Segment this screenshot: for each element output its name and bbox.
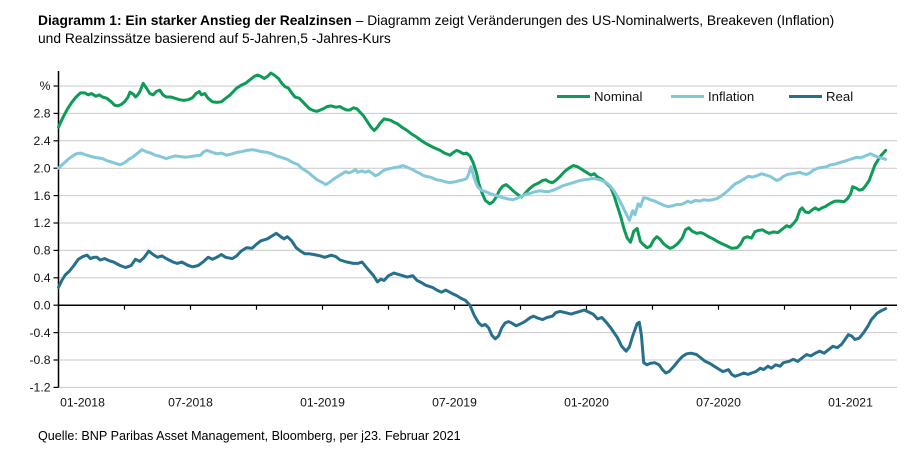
legend-item-nominal: Nominal [557,89,642,104]
svg-text:-0.8: -0.8 [29,353,50,367]
svg-text:01-2020: 01-2020 [564,395,609,409]
svg-text:07-2020: 07-2020 [696,395,741,409]
svg-text:07-2019: 07-2019 [432,395,477,409]
svg-text:-1.2: -1.2 [29,381,50,395]
nominal-line-swatch [557,94,590,99]
svg-text:0.8: 0.8 [34,244,51,258]
svg-text:01-2019: 01-2019 [300,395,345,409]
legend-item-inflation: Inflation [671,89,754,104]
inflation-line-swatch [671,94,704,99]
source-note: Quelle: BNP Paribas Asset Management, Bl… [38,429,461,443]
svg-text:0.4: 0.4 [34,271,51,285]
svg-text:2.4: 2.4 [34,134,51,148]
chart-title-bold: Diagramm 1: Ein starker Anstieg der Real… [38,13,352,28]
chart-title: Diagramm 1: Ein starker Anstieg der Real… [38,12,894,48]
svg-text:2.8: 2.8 [34,107,51,121]
svg-text:-0.4: -0.4 [29,326,50,340]
svg-text:1.2: 1.2 [34,216,51,230]
chart-subtitle-line2: und Realzinssätze basierend auf 5-Jahren… [38,31,391,47]
real-line-swatch [789,94,822,99]
svg-text:%: % [40,79,51,93]
svg-text:2.0: 2.0 [34,161,51,175]
svg-text:07-2018: 07-2018 [168,395,213,409]
series-line-real [57,231,888,378]
svg-text:0.0: 0.0 [34,298,51,312]
legend-label-nominal: Nominal [594,89,643,104]
svg-text:1.6: 1.6 [34,189,51,203]
legend-item-real: Real [789,89,853,104]
series-line-inflation [57,148,888,222]
chart-subtitle-line1: – Diagramm zeigt Veränderungen des US-No… [351,13,835,28]
svg-text:01-2018: 01-2018 [60,395,105,409]
legend-label-real: Real [826,89,854,104]
legend-label-inflation: Inflation [708,89,755,104]
svg-text:01-2021: 01-2021 [828,395,873,409]
series-line-nominal [57,71,888,250]
